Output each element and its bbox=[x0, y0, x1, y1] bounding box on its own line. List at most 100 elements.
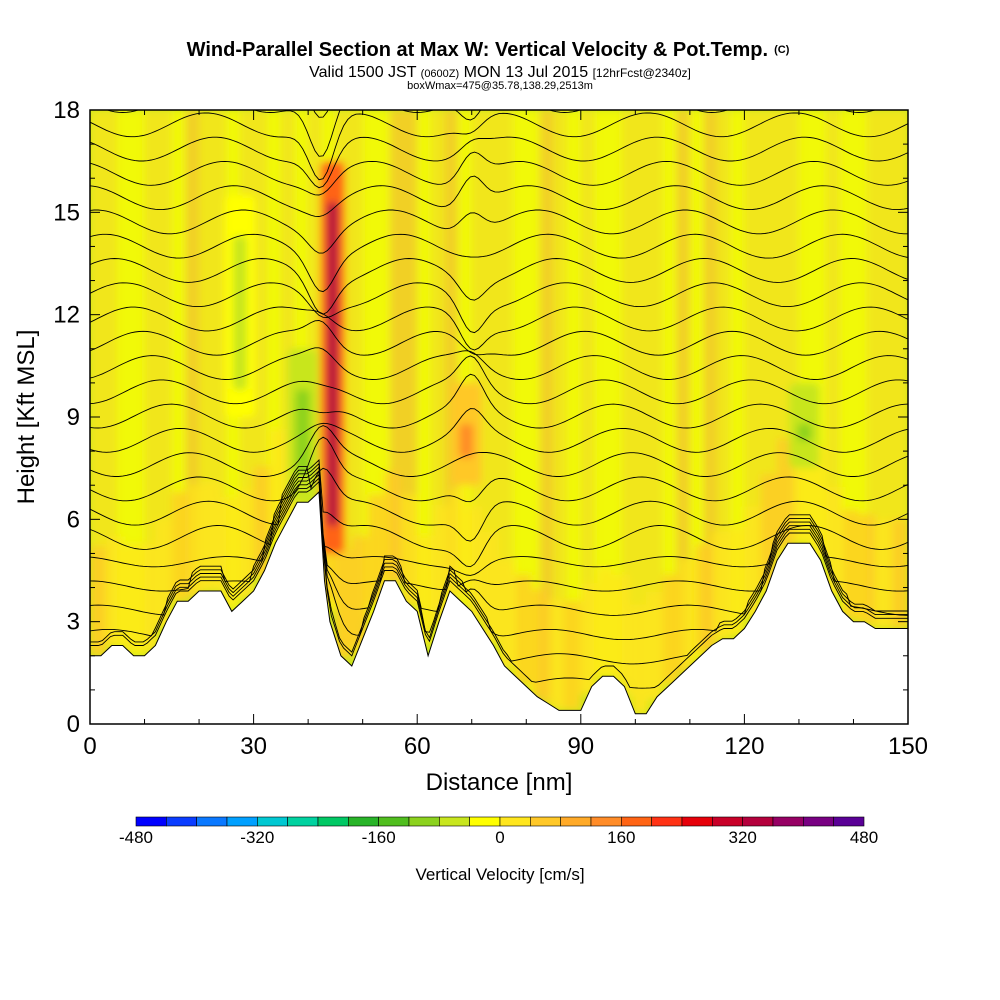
plot-area bbox=[90, 110, 908, 724]
isentrope-line bbox=[90, 480, 908, 689]
velocity-cell bbox=[103, 110, 118, 647]
x-tick-label: 120 bbox=[724, 733, 764, 760]
y-tick-label: 12 bbox=[53, 302, 80, 329]
colorbar-swatch bbox=[833, 816, 865, 827]
isentrope-line bbox=[90, 282, 908, 334]
velocity-cell bbox=[629, 604, 647, 714]
velocity-cell bbox=[212, 110, 227, 591]
y-tick-label: 0 bbox=[67, 711, 80, 738]
velocity-cell bbox=[597, 567, 614, 677]
velocity-field bbox=[90, 110, 908, 714]
velocity-cell bbox=[880, 110, 895, 629]
colorbar-swatch bbox=[530, 816, 561, 827]
velocity-cell bbox=[728, 527, 745, 637]
velocity-cell bbox=[608, 110, 622, 678]
colorbar-tick-label: 320 bbox=[729, 828, 757, 847]
velocity-cell bbox=[717, 110, 731, 639]
velocity-cell bbox=[580, 583, 598, 693]
velocity-cell bbox=[158, 110, 172, 625]
colorbar-swatch bbox=[439, 816, 470, 827]
isentrope-line bbox=[90, 477, 908, 665]
colorbar-tick-label: -320 bbox=[240, 828, 274, 847]
colorbar-swatch bbox=[378, 816, 410, 827]
velocity-cell bbox=[90, 546, 107, 656]
velocity-cell bbox=[171, 492, 189, 602]
velocity-cell bbox=[185, 110, 200, 598]
colorbar-swatch bbox=[287, 816, 319, 827]
isentrope-line bbox=[90, 462, 908, 576]
velocity-cell bbox=[482, 532, 499, 642]
velocity-cell bbox=[220, 497, 238, 607]
colorbar-swatch bbox=[317, 816, 349, 827]
colorbar-swatch bbox=[803, 816, 834, 827]
velocity-cell bbox=[433, 504, 450, 614]
isentrope-line bbox=[90, 408, 908, 453]
velocity-cell bbox=[662, 574, 679, 684]
velocity-cell bbox=[730, 110, 745, 635]
chart-subtitle-2: boxWmax=475@35.78,138.29,2513m bbox=[407, 80, 593, 92]
velocity-cell bbox=[853, 110, 868, 622]
colorbar-swatch bbox=[772, 816, 804, 827]
velocity-cell bbox=[842, 509, 859, 620]
velocity-cell bbox=[122, 544, 140, 654]
velocity-cell bbox=[515, 574, 532, 684]
velocity-cell bbox=[117, 110, 131, 647]
velocity-cell bbox=[368, 494, 385, 604]
isentrope-line bbox=[90, 355, 908, 405]
isentrope-line bbox=[90, 373, 908, 429]
colorbar-swatch bbox=[408, 816, 440, 827]
colorbar-swatch bbox=[742, 816, 774, 827]
velocity-cell bbox=[777, 438, 794, 548]
velocity-cell bbox=[417, 110, 431, 640]
x-axis-label: Distance [nm] bbox=[426, 769, 573, 796]
velocity-cell bbox=[689, 110, 704, 660]
x-tick-label: 30 bbox=[240, 733, 267, 760]
velocity-cell bbox=[466, 506, 483, 616]
isentrope-line bbox=[90, 459, 908, 568]
colorbar-swatch bbox=[469, 816, 501, 827]
colorbar-tick-label: -480 bbox=[119, 828, 153, 847]
velocity-cell bbox=[471, 110, 486, 623]
velocity-cell bbox=[485, 110, 499, 644]
isentrope-line bbox=[90, 347, 908, 380]
colorbar-tick-label: 480 bbox=[850, 828, 878, 847]
isentrope-line bbox=[90, 320, 908, 356]
velocity-cell bbox=[695, 544, 712, 654]
velocity-cell bbox=[499, 110, 513, 668]
isentrope-line bbox=[90, 473, 908, 641]
x-tick-label: 60 bbox=[404, 733, 431, 760]
velocity-cell bbox=[376, 110, 390, 585]
y-tick-label: 3 bbox=[67, 609, 80, 636]
colorbar-swatch bbox=[651, 816, 683, 827]
chart-subtitle: Valid 1500 JST (0600Z) MON 13 Jul 2015 [… bbox=[309, 64, 691, 81]
velocity-cell bbox=[891, 519, 908, 629]
velocity-cell bbox=[875, 519, 892, 629]
isentrope-line bbox=[90, 151, 908, 196]
velocity-cell bbox=[662, 110, 677, 686]
colorbar-tick-label: 160 bbox=[607, 828, 635, 847]
downdraft-core bbox=[295, 389, 310, 475]
isentrope-line bbox=[90, 136, 908, 189]
potential-temperature-contours bbox=[90, 110, 908, 689]
updraft-core bbox=[327, 202, 339, 527]
isentrope-line bbox=[90, 112, 908, 181]
velocity-cell bbox=[894, 110, 908, 629]
colorbar-swatch bbox=[135, 816, 167, 827]
velocity-cell bbox=[567, 110, 581, 711]
colorbar-swatch bbox=[348, 816, 379, 827]
velocity-cell bbox=[648, 110, 663, 699]
velocity-cell bbox=[349, 110, 363, 656]
velocity-cell bbox=[512, 110, 527, 681]
velocity-cell bbox=[858, 514, 876, 624]
velocity-cell bbox=[539, 110, 554, 703]
colorbar-swatch bbox=[681, 816, 713, 827]
velocity-cell bbox=[646, 591, 663, 701]
velocity-cell bbox=[237, 489, 254, 599]
isentrope-line bbox=[90, 209, 908, 254]
velocity-cell bbox=[144, 110, 159, 650]
velocity-cell bbox=[449, 489, 467, 599]
chart-title: Wind-Parallel Section at Max W: Vertical… bbox=[187, 39, 790, 61]
velocity-cell bbox=[171, 110, 186, 602]
isentrope-line bbox=[90, 175, 908, 217]
